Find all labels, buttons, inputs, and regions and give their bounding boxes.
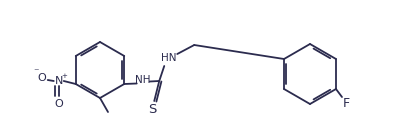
- Text: +: +: [61, 73, 67, 79]
- Text: NH: NH: [135, 74, 150, 84]
- Text: O: O: [38, 73, 46, 83]
- Text: HN: HN: [162, 53, 177, 63]
- Text: ⁻: ⁻: [33, 67, 38, 77]
- Text: O: O: [54, 99, 63, 109]
- Text: N: N: [55, 76, 63, 86]
- Text: S: S: [148, 103, 156, 116]
- Text: F: F: [342, 96, 350, 110]
